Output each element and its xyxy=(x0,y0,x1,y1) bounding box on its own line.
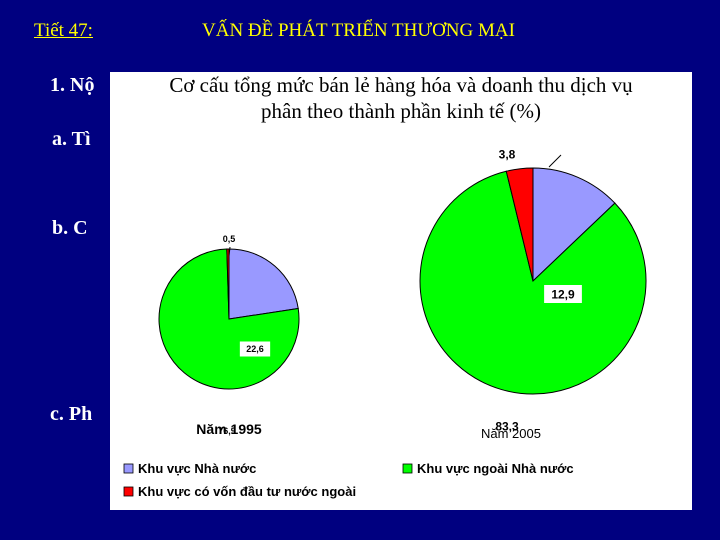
pie-slice xyxy=(228,248,299,320)
legend-label: Khu vực ngoài Nhà nước xyxy=(417,461,574,476)
legend-swatch xyxy=(123,486,134,497)
outline-item-3: b. C xyxy=(52,217,88,239)
slice-value-label: 12,9 xyxy=(551,287,575,301)
chart-title: Cơ cấu tổng mức bán lẻ hàng hóa và doanh… xyxy=(110,72,692,124)
slice-label-box xyxy=(216,231,242,247)
pie-year-label: Năm 1995 xyxy=(196,421,262,437)
chart-panel: Cơ cấu tổng mức bán lẻ hàng hóa và doanh… xyxy=(110,72,692,510)
slice-value-label: 83,3 xyxy=(495,419,519,433)
slice-value-label: 76,9 xyxy=(218,426,236,436)
slice-label-box xyxy=(211,423,243,439)
slice-label-box xyxy=(239,341,271,357)
slice-value-label: 3,8 xyxy=(499,147,516,161)
pie-chart-svg: 22,6 76,9 0,5 Năm 1995 12,9 83,3 3,8 Năm 2005 Kh… xyxy=(123,145,647,499)
outline-item-4: c. Ph xyxy=(50,403,93,425)
legend-label: Khu vực Nhà nước xyxy=(138,461,256,476)
pie-slice xyxy=(419,170,647,395)
legend-swatch xyxy=(402,463,413,474)
chart-title-line1: Cơ cấu tổng mức bán lẻ hàng hóa và doanh… xyxy=(169,73,633,97)
label-leader-line xyxy=(228,246,231,257)
chart-title-line2: phân theo thành phần kinh tế (%) xyxy=(261,99,541,123)
slide-title: VẤN ĐỀ PHÁT TRIỂN THƯƠNG MẠI xyxy=(202,20,515,41)
slice-label-box xyxy=(544,285,582,303)
pie-slice xyxy=(532,167,616,283)
pie-slice xyxy=(226,248,230,320)
slice-label-box xyxy=(488,417,526,435)
pie-slice xyxy=(505,167,534,282)
label-leader-line xyxy=(548,154,562,168)
slice-label-box xyxy=(491,145,523,163)
slice-value-label: 22,6 xyxy=(246,344,264,354)
legend-swatch xyxy=(123,463,134,474)
outline-item-1: 1. Nộ xyxy=(50,74,95,96)
outline-item-2: a. Tì xyxy=(52,128,91,150)
pie-year-label: Năm 2005 xyxy=(481,426,541,441)
lesson-label: Tiết 47: xyxy=(34,20,93,41)
legend-label: Khu vực có vốn đầu tư nước ngoài xyxy=(138,484,356,499)
slice-value-label: 0,5 xyxy=(223,234,236,244)
